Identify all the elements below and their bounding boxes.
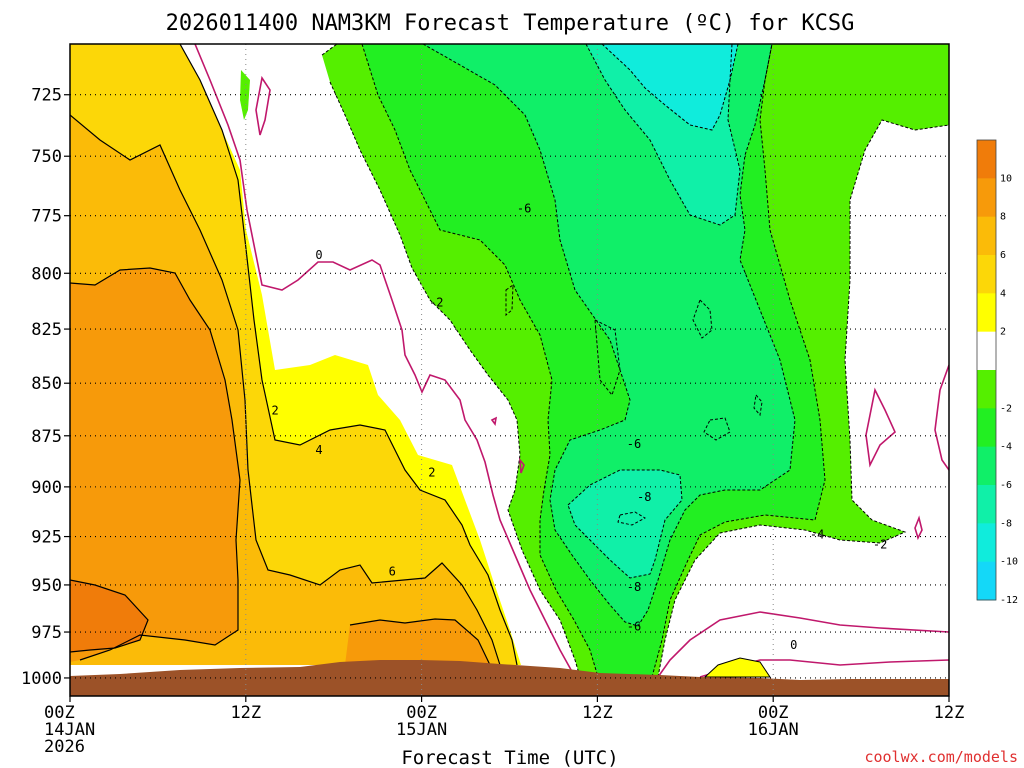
colorbar-tick-label: -10 <box>1000 557 1018 568</box>
colorbar-swatch <box>977 408 996 448</box>
colorbar-frame <box>976 139 997 601</box>
contour-label: -8 <box>627 580 641 594</box>
y-tick-label: 950 <box>31 576 62 596</box>
y-tick-label: 975 <box>31 623 62 643</box>
terrain <box>70 660 949 696</box>
plot-frame <box>69 43 950 697</box>
contour-label: -6 <box>517 202 531 216</box>
colorbar-tick-label: -8 <box>1000 518 1012 529</box>
colorbar-swatch <box>977 255 996 294</box>
fill-minus10-to-minus12 <box>602 44 738 130</box>
x-tick-label: 15JAN <box>396 720 447 740</box>
fill-8-to-10 <box>70 268 490 665</box>
contour-label: -8 <box>637 490 651 504</box>
colorbar-tick-label: -2 <box>1000 403 1012 414</box>
contour-label: -6 <box>627 619 641 633</box>
colorbar: 10 8 6 4 2 -2 -4 -6 -8 -10 -12 <box>976 139 1018 606</box>
x-tick-label: 16JAN <box>748 720 799 740</box>
colorbar-swatch <box>977 140 996 179</box>
colorbar-swatch <box>977 178 996 218</box>
colorbar-swatch <box>977 485 996 524</box>
y-axis: 725 750 775 800 825 850 875 900 925 950 975 1000 <box>21 86 70 689</box>
contour-label: -4 <box>810 528 824 542</box>
colorbar-swatch <box>977 331 996 371</box>
y-tick-label: 1000 <box>21 669 62 689</box>
colorbar-swatch <box>977 561 996 601</box>
colorbar-swatch <box>977 370 996 409</box>
grid <box>70 44 949 696</box>
freezing-line <box>194 44 949 678</box>
x-tick-label: 12Z <box>230 703 261 723</box>
colorbar-swatch <box>977 446 996 486</box>
x-tick-label: 12Z <box>934 703 965 723</box>
contour-label: 2 <box>428 466 435 480</box>
contour-label: -2 <box>873 537 887 551</box>
y-tick-label: 900 <box>31 478 62 498</box>
contour-label: 2 <box>271 404 278 418</box>
x-axis-label: Forecast Time (UTC) <box>401 747 618 768</box>
y-tick-label: 800 <box>31 264 62 284</box>
colorbar-tick-label: 8 <box>1000 212 1006 223</box>
contour-label: -2 <box>429 295 443 309</box>
fill-warm-blob-16jan <box>703 657 771 678</box>
x-tick-label: 14JAN <box>44 720 95 740</box>
colorbar-tick-label: 10 <box>1000 173 1012 184</box>
contour-label: 4 <box>315 443 322 457</box>
colorbar-tick-label: 6 <box>1000 250 1006 261</box>
colorbar-tick-label: -6 <box>1000 480 1012 491</box>
contour-label: 0 <box>315 248 322 262</box>
y-tick-label: 850 <box>31 374 62 394</box>
colorbar-tick-label: 2 <box>1000 327 1006 338</box>
colorbar-tick-label: -4 <box>1000 442 1012 453</box>
colorbar-tick-label: -12 <box>1000 595 1018 606</box>
colorbar-tick-label: 4 <box>1000 288 1006 299</box>
colorbar-swatch <box>977 216 996 256</box>
y-tick-label: 725 <box>31 86 62 106</box>
contour-label: -6 <box>627 437 641 451</box>
contour-label: 6 <box>389 565 396 579</box>
x-tick-label: 00Z <box>44 703 75 723</box>
chart-title: 2026011400 NAM3KM Forecast Temperature (… <box>166 11 855 36</box>
contours-warm <box>70 44 518 666</box>
x-tick-label: 00Z <box>406 703 437 723</box>
fill-minus8-to-minus10 <box>568 44 740 578</box>
y-tick-label: 875 <box>31 427 62 447</box>
y-tick-label: 775 <box>31 207 62 227</box>
colorbar-swatch <box>977 523 996 563</box>
x-tick-label: 2026 <box>44 737 85 757</box>
y-tick-label: 825 <box>31 320 62 340</box>
contours-cold <box>321 44 949 678</box>
contour-label: 0 <box>790 638 797 652</box>
fill-10-to-12 <box>70 580 148 652</box>
colorbar-swatch <box>977 293 996 333</box>
y-tick-label: 750 <box>31 147 62 167</box>
x-tick-label: 12Z <box>582 703 613 723</box>
x-tick-label: 00Z <box>758 703 789 723</box>
contour-labels: 0 -2 2 4 2 6 -6 -6 -8 -8 -6 -4 -2 0 <box>271 202 887 652</box>
source-label: coolwx.com/models <box>864 748 1018 766</box>
y-tick-label: 925 <box>31 528 62 548</box>
